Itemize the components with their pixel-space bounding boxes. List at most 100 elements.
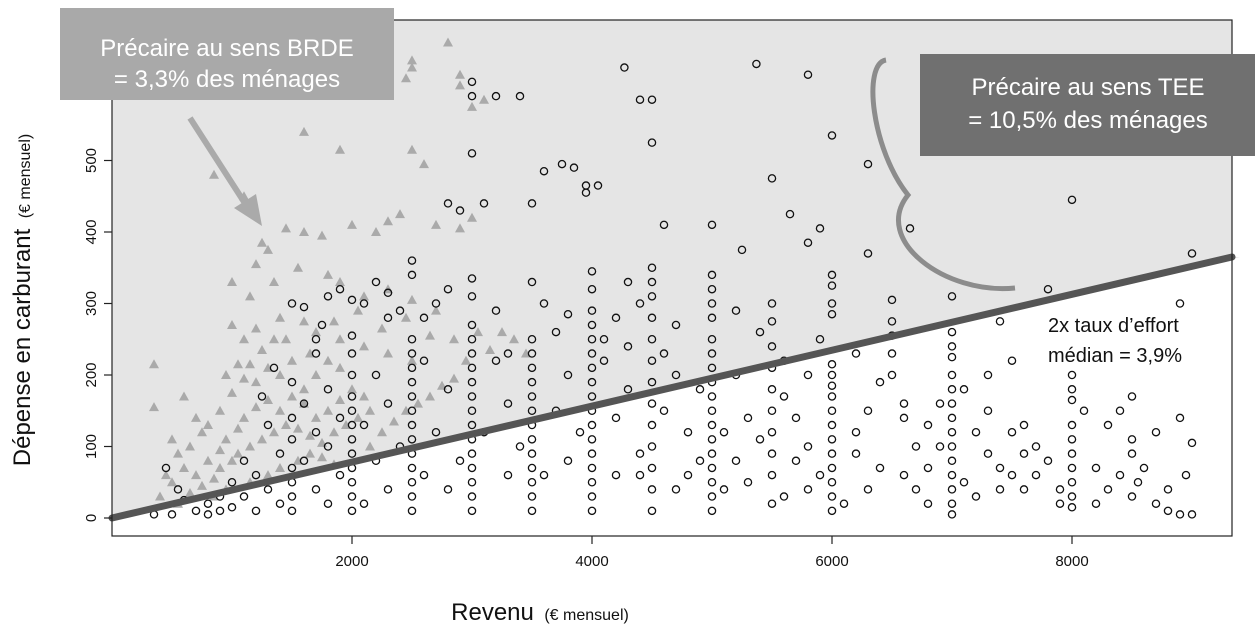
circle-point-223	[527, 492, 537, 501]
circle-point-1	[467, 91, 477, 101]
circle-point-33	[1187, 249, 1197, 258]
triangle-point-105	[185, 487, 195, 497]
circle-point-330	[383, 313, 393, 323]
circle-point-14	[557, 159, 567, 169]
circle-point-325	[173, 485, 183, 494]
circle-point-40	[887, 295, 897, 305]
circle-point-293	[323, 499, 333, 508]
circle-point-271	[407, 349, 417, 358]
triangle-point-14	[257, 237, 267, 247]
triangle-point-55	[245, 359, 255, 369]
circle-point-304	[287, 435, 297, 444]
circle-point-153	[803, 442, 813, 451]
circle-point-282	[347, 477, 357, 487]
circle-point-96	[827, 463, 837, 473]
triangle-point-33	[359, 291, 369, 301]
circle-point-78	[947, 327, 957, 337]
circle-point-80	[947, 352, 957, 362]
triangle-point-48	[149, 402, 159, 412]
circle-point-26	[785, 209, 795, 219]
circle-point-251	[467, 349, 477, 358]
triangle-point-53	[227, 387, 237, 397]
circle-point-303	[287, 463, 297, 473]
circle-point-244	[467, 449, 477, 458]
circle-point-4	[620, 63, 629, 72]
circle-point-19	[581, 188, 591, 197]
circle-point-119	[1115, 406, 1125, 415]
circle-point-349	[959, 385, 969, 394]
circle-point-83	[947, 370, 957, 380]
circle-point-226	[527, 449, 537, 458]
circle-point-43	[1043, 284, 1053, 294]
circle-point-133	[1103, 485, 1113, 494]
triangle-point-90	[227, 455, 237, 465]
circle-point-206	[587, 449, 597, 458]
circle-point-270	[407, 363, 417, 373]
circle-point-233	[527, 349, 537, 358]
circle-point-54	[443, 284, 453, 294]
triangle-point-62	[323, 355, 333, 365]
brde-annotation-box	[60, 8, 394, 100]
triangle-point-74	[263, 395, 273, 405]
triangle-point-93	[257, 434, 267, 444]
circle-point-63	[287, 299, 297, 308]
circle-point-36	[827, 299, 837, 308]
circle-point-21	[443, 199, 453, 208]
circle-point-255	[443, 385, 453, 394]
circle-point-173	[707, 420, 717, 430]
circle-point-20	[593, 181, 603, 190]
circle-point-24	[659, 220, 669, 230]
triangle-point-140	[269, 334, 279, 344]
circle-point-306	[287, 377, 297, 387]
circle-point-160	[767, 385, 777, 394]
circle-point-308	[275, 449, 285, 458]
household-points-group	[149, 59, 1197, 519]
triangle-point-1	[407, 55, 417, 65]
triangle-point-41	[299, 316, 309, 326]
circle-point-350	[983, 406, 993, 415]
triangle-point-71	[233, 423, 243, 433]
circle-point-274	[383, 485, 393, 494]
circle-point-294	[323, 442, 333, 451]
triangle-point-72	[239, 412, 249, 422]
circle-point-256	[443, 485, 453, 494]
triangle-point-36	[431, 305, 441, 315]
triangle-point-133	[485, 344, 495, 354]
circle-point-197	[659, 406, 669, 415]
circle-point-37	[827, 309, 837, 319]
circle-point-57	[371, 277, 381, 287]
circle-point-317	[215, 506, 225, 516]
circle-point-53	[467, 292, 477, 301]
circle-point-27	[815, 224, 825, 233]
circle-point-319	[203, 510, 213, 519]
circle-point-16	[539, 166, 549, 176]
circle-point-281	[347, 492, 357, 501]
circle-point-184	[647, 506, 657, 516]
circle-point-138	[995, 485, 1005, 494]
triangle-point-15	[263, 244, 273, 254]
circle-point-189	[647, 399, 657, 408]
circle-point-62	[299, 302, 309, 312]
circle-point-65	[317, 320, 327, 330]
circle-point-213	[587, 349, 597, 358]
x-axis-label: Revenu	[451, 599, 534, 626]
circle-point-351	[1007, 427, 1017, 437]
triangle-point-30	[293, 262, 303, 272]
triangle-point-5	[455, 80, 465, 90]
triangle-point-109	[263, 470, 273, 480]
circle-point-210	[587, 392, 597, 401]
triangle-point-94	[269, 427, 279, 437]
triangle-point-137	[257, 344, 267, 354]
triangle-point-58	[275, 370, 285, 379]
circle-point-50	[587, 284, 597, 294]
triangle-point-25	[455, 223, 465, 233]
circle-point-100	[947, 413, 957, 423]
circle-point-123	[1133, 477, 1143, 487]
circle-point-329	[311, 349, 321, 358]
triangle-point-101	[353, 412, 363, 422]
circle-point-365	[755, 435, 765, 444]
triangle-point-116	[377, 427, 387, 437]
triangle-point-97	[305, 430, 315, 440]
circle-point-130	[1175, 510, 1185, 519]
circle-point-372	[971, 492, 981, 501]
